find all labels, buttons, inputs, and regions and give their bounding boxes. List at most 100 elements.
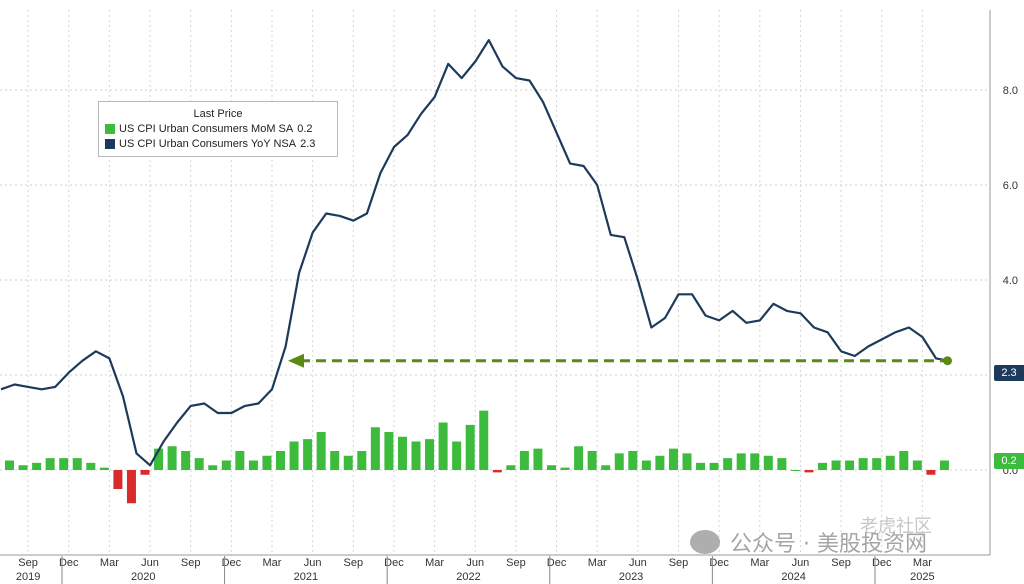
mom-bar bbox=[831, 460, 841, 470]
mom-bar bbox=[303, 439, 313, 470]
mom-bar bbox=[316, 432, 326, 470]
mom-bar bbox=[330, 451, 340, 470]
mom-bar bbox=[32, 462, 42, 470]
x-tick-month: Jun bbox=[141, 557, 159, 569]
mom-bar bbox=[86, 462, 96, 470]
mom-bar bbox=[45, 458, 55, 470]
mom-bar bbox=[682, 453, 692, 470]
x-tick-month: Jun bbox=[792, 557, 810, 569]
mom-bar bbox=[804, 470, 814, 473]
mom-bar bbox=[5, 460, 14, 470]
x-tick-month: Sep bbox=[18, 557, 38, 569]
legend-item-mom: US CPI Urban Consumers MoM SA 0.2 bbox=[105, 122, 337, 135]
mom-bar bbox=[790, 470, 800, 471]
mom-bar bbox=[668, 448, 678, 470]
mom-bar bbox=[276, 451, 285, 470]
y-tick-label: 6.0 bbox=[1003, 180, 1018, 192]
grid-lines bbox=[0, 10, 991, 555]
x-tick-month: Sep bbox=[344, 557, 364, 569]
x-tick-month: Jun bbox=[629, 557, 647, 569]
mom-bar bbox=[601, 465, 611, 470]
mom-bar bbox=[614, 453, 624, 470]
mom-bar bbox=[343, 455, 353, 470]
mom-bar bbox=[411, 441, 421, 470]
mom-bar bbox=[59, 458, 69, 470]
legend-swatch-mom bbox=[105, 123, 115, 134]
mom-bar bbox=[750, 453, 760, 470]
x-tick-month: Mar bbox=[588, 557, 607, 569]
mom-bar bbox=[547, 465, 556, 470]
watermark: 公众号 · 美股投资网 bbox=[690, 522, 1020, 562]
arrow-head bbox=[288, 353, 304, 368]
yoy-line-group bbox=[0, 38, 950, 467]
mom-bar bbox=[858, 458, 868, 470]
x-tick-year: 2019 bbox=[16, 571, 40, 583]
mom-bar bbox=[140, 470, 150, 475]
mom-bar bbox=[18, 465, 28, 470]
x-tick-month: Mar bbox=[263, 557, 282, 569]
mom-bar bbox=[425, 439, 435, 470]
mom-bar bbox=[262, 455, 272, 470]
mom-bar bbox=[438, 422, 448, 470]
x-tick-year: 2020 bbox=[131, 571, 155, 583]
mom-bar bbox=[194, 458, 204, 470]
mom-bar bbox=[533, 448, 543, 470]
x-tick-month: Jun bbox=[466, 557, 484, 569]
legend-value-yoy: 2.3 bbox=[300, 137, 316, 150]
mom-bar bbox=[154, 448, 164, 470]
x-tick-year: 2025 bbox=[910, 571, 934, 583]
mom-bar bbox=[926, 470, 936, 475]
y-axis-ticks: 0.02.04.06.08.0 bbox=[1003, 85, 1018, 477]
mom-bar bbox=[574, 446, 584, 470]
mom-bar bbox=[221, 460, 231, 470]
watermark-text: 公众号 · 美股投资网 bbox=[730, 532, 927, 557]
mom-bar bbox=[181, 451, 191, 470]
mom-bar bbox=[641, 460, 651, 470]
x-tick-month: Mar bbox=[425, 557, 444, 569]
mom-bar bbox=[126, 470, 136, 504]
mom-bar bbox=[384, 432, 394, 470]
mom-bar bbox=[587, 451, 597, 470]
mom-bar bbox=[465, 424, 475, 470]
watermark-secondary: 老虎社区 bbox=[860, 516, 932, 537]
mom-bar bbox=[397, 436, 407, 470]
x-tick-year: 2023 bbox=[619, 571, 643, 583]
mom-last-badge: 0.2 bbox=[994, 452, 1024, 469]
mom-bar bbox=[818, 462, 827, 470]
arrow-end-dot bbox=[943, 356, 952, 366]
mom-bar bbox=[723, 458, 733, 470]
x-tick-month: Dec bbox=[222, 557, 242, 569]
x-tick-month: Dec bbox=[872, 557, 892, 569]
level-arrow bbox=[288, 353, 952, 368]
mom-bar bbox=[899, 451, 909, 470]
mom-bar bbox=[655, 455, 665, 470]
mom-bar bbox=[492, 470, 502, 473]
x-tick-month: Dec bbox=[59, 557, 79, 569]
mom-bar bbox=[479, 410, 489, 470]
legend: Last Price US CPI Urban Consumers MoM SA… bbox=[98, 101, 338, 157]
mom-bars bbox=[5, 410, 949, 504]
x-tick-month: Mar bbox=[913, 557, 932, 569]
mom-bar bbox=[628, 451, 638, 470]
y-tick-label: 4.0 bbox=[1003, 275, 1018, 287]
mom-bar bbox=[912, 460, 922, 470]
mom-bar bbox=[235, 451, 245, 470]
mom-bar bbox=[939, 460, 949, 470]
mom-bar bbox=[885, 455, 895, 470]
mom-bar bbox=[736, 453, 746, 470]
mom-bar bbox=[696, 462, 706, 470]
legend-value-mom: 0.2 bbox=[297, 122, 313, 135]
x-tick-month: Mar bbox=[100, 557, 119, 569]
x-tick-month: Dec bbox=[384, 557, 404, 569]
mom-bar bbox=[519, 451, 529, 470]
mom-bar bbox=[506, 465, 516, 470]
x-tick-month: Dec bbox=[547, 557, 567, 569]
mom-bar bbox=[709, 462, 719, 470]
x-tick-month: Mar bbox=[750, 557, 769, 569]
mom-bar bbox=[845, 460, 855, 470]
x-tick-month: Sep bbox=[506, 557, 526, 569]
mom-bar bbox=[289, 441, 299, 470]
wechat-icon bbox=[690, 530, 720, 554]
x-axis-ticks: Sep Dec Mar Jun Sep Dec Mar Jun Sep Dec Mar Jun Sep D… bbox=[0, 554, 990, 584]
